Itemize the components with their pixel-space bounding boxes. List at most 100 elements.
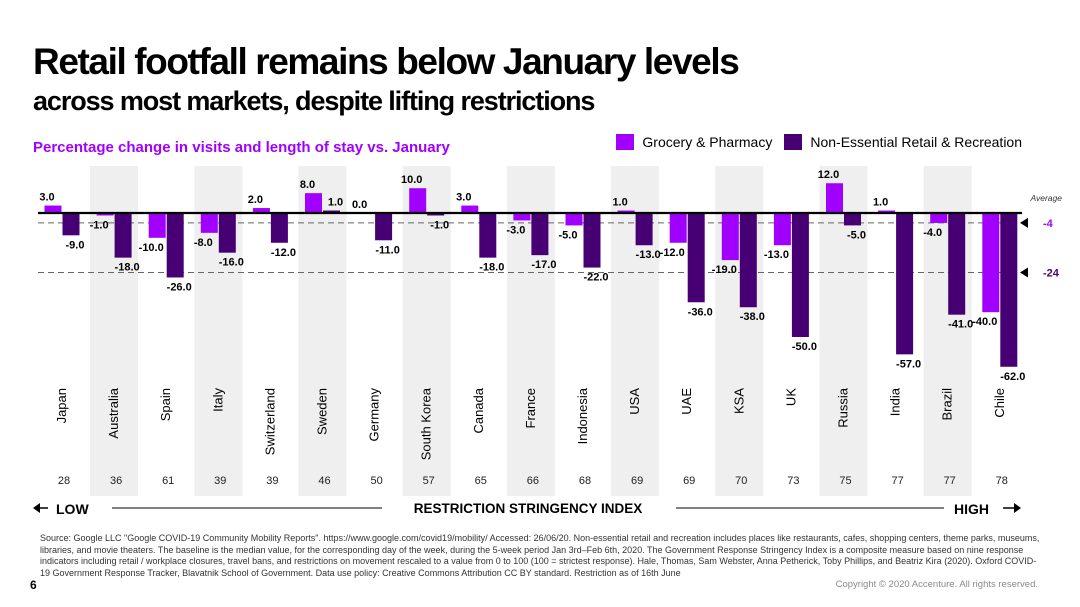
category-label: Brazil (940, 388, 955, 421)
value-label-non-essential: -16.0 (219, 257, 244, 269)
bar-grocery (461, 205, 479, 213)
bar-non-essential (687, 213, 705, 303)
category-labels: Japan Australia Spain Italy Switzerland Swede… (54, 387, 1007, 460)
bar-grocery (200, 213, 218, 233)
average-arrow-icon (1020, 267, 1028, 278)
value-label-non-essential: -57.0 (896, 358, 921, 370)
value-label-grocery: -13.0 (764, 249, 789, 261)
bar-grocery (721, 213, 739, 261)
value-label-grocery: -19.0 (712, 264, 737, 276)
stringency-index-value: 66 (527, 475, 539, 487)
bar-grocery (669, 213, 687, 243)
category-label: Russia (836, 387, 851, 428)
bar-non-essential (479, 213, 497, 258)
stringency-index-value: 28 (58, 475, 70, 487)
category-label: Spain (158, 388, 173, 421)
source-footnote: Source: Google LLC "Google COVID-19 Comm… (40, 533, 1040, 578)
value-label-non-essential: -13.0 (636, 249, 661, 261)
stringency-axis: LOW RESTRICTION STRINGENCY INDEX HIGH (33, 501, 1021, 517)
low-label: LOW (56, 501, 89, 517)
bar-non-essential (948, 213, 966, 315)
bar-grocery (565, 213, 583, 226)
arrow-right-icon (1014, 503, 1021, 513)
value-labels: 3.0 -9.0 -1.0 -18.0 -10.0 -26.0 -8.0 -16.0 2.0 -1… (39, 169, 1025, 383)
stringency-index-labels: 28 36 61 39 39 46 50 57 65 66 68 69 69 70 73 75 77 77 78 (58, 475, 1008, 487)
stringency-index-value: 39 (214, 475, 226, 487)
stringency-index-value: 61 (162, 475, 174, 487)
stringency-index-value: 77 (891, 475, 903, 487)
value-label-grocery: 3.0 (39, 192, 54, 204)
value-label-grocery: 1.0 (873, 197, 888, 209)
bars (44, 183, 1018, 367)
value-label-grocery: 8.0 (300, 179, 315, 191)
value-label-non-essential: 1.0 (328, 197, 343, 209)
chart-legend: Grocery & Pharmacy Non-Essential Retail … (604, 134, 1022, 150)
stringency-index-value: 73 (787, 475, 799, 487)
value-label-non-essential: -36.0 (688, 306, 713, 318)
value-label-grocery: 3.0 (456, 192, 471, 204)
legend-label-non-essential: Non-Essential Retail & Recreation (810, 134, 1022, 150)
bar-grocery (617, 210, 635, 213)
value-label-non-essential: -50.0 (792, 341, 817, 353)
category-label: South Korea (419, 387, 434, 460)
arrow-left-icon (33, 503, 40, 513)
category-label: Canada (471, 387, 486, 433)
value-label-grocery: -4.0 (923, 227, 942, 239)
category-band (298, 166, 347, 496)
bar-grocery (252, 208, 270, 213)
stringency-index-value: 78 (996, 475, 1008, 487)
value-label-non-essential: -12.0 (271, 247, 296, 259)
value-label-grocery: -5.0 (559, 229, 578, 241)
bar-grocery (44, 205, 62, 213)
category-label: UK (783, 388, 798, 406)
bar-non-essential (635, 213, 653, 246)
stringency-index-value: 39 (266, 475, 278, 487)
bar-non-essential (531, 213, 549, 256)
average-arrow-icon (1020, 217, 1028, 228)
stringency-index-value: 65 (475, 475, 487, 487)
stringency-index-value: 69 (631, 475, 643, 487)
value-label-non-essential: -41.0 (948, 319, 973, 331)
bar-grocery (513, 213, 531, 221)
page-title: Retail footfall remains below January le… (33, 41, 740, 82)
value-label-non-essential: -11.0 (375, 244, 399, 256)
page-subtitle: across most markets, despite lifting res… (33, 86, 595, 116)
value-label-non-essential: -22.0 (583, 272, 608, 284)
value-label-grocery: 0.0 (352, 199, 367, 211)
average-value-label: -4 (1043, 218, 1054, 230)
category-label: Indonesia (575, 387, 590, 444)
bar-non-essential (270, 213, 288, 243)
category-band (402, 166, 451, 496)
bar-grocery (148, 213, 166, 238)
bar-non-essential (583, 213, 601, 268)
bar-non-essential (62, 213, 80, 236)
stringency-index-value: 57 (423, 475, 435, 487)
value-label-non-essential: -17.0 (531, 259, 556, 271)
category-label: Australia (106, 387, 121, 438)
value-label-grocery: -12.0 (660, 247, 685, 259)
category-label: Italy (210, 388, 225, 412)
bar-chart: 3.0 -9.0 -1.0 -18.0 -10.0 -26.0 -8.0 -16.0 2.0 -1… (33, 166, 1062, 517)
bar-non-essential (375, 213, 393, 241)
copyright-notice: Copyright © 2020 Accenture. All rights r… (835, 579, 1038, 590)
bar-non-essential (791, 213, 809, 337)
value-label-non-essential: -1.0 (430, 219, 449, 231)
category-label: USA (627, 388, 642, 415)
value-label-grocery: 1.0 (612, 197, 627, 209)
value-label-non-essential: -18.0 (479, 262, 504, 274)
bar-grocery (878, 210, 896, 213)
legend-item-grocery: Grocery & Pharmacy (616, 134, 772, 150)
value-label-non-essential: -62.0 (1000, 371, 1025, 383)
average-label: Average (1029, 193, 1062, 203)
high-label: HIGH (954, 501, 989, 517)
value-label-grocery: -3.0 (506, 224, 525, 236)
bar-non-essential (166, 213, 184, 278)
bar-non-essential (896, 213, 914, 355)
bar-non-essential (323, 210, 340, 213)
bar-grocery (773, 213, 791, 246)
value-label-non-essential: -5.0 (847, 229, 866, 241)
value-label-grocery: -10.0 (139, 242, 164, 254)
category-label: KSA (731, 388, 746, 414)
value-label-non-essential: -9.0 (66, 239, 85, 251)
value-label-non-essential: -26.0 (167, 281, 192, 293)
